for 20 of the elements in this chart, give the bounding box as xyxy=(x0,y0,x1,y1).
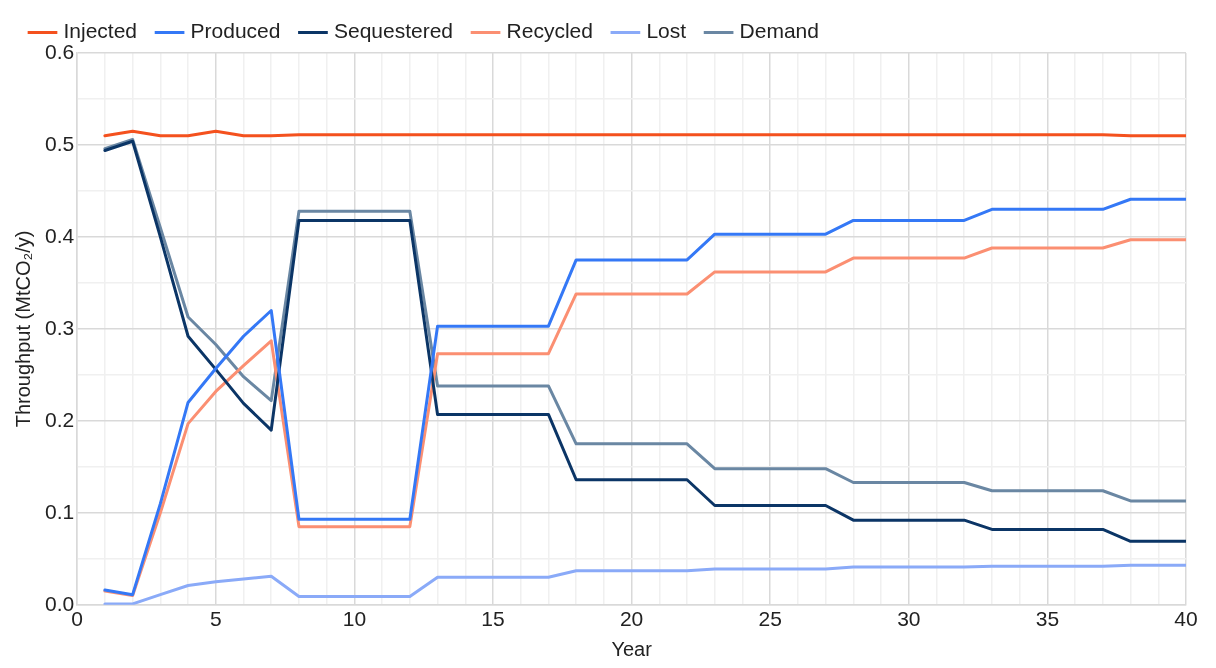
y-tick-label: 0.5 xyxy=(44,131,75,155)
y-tick-label: 0.1 xyxy=(44,499,75,523)
x-tick-label: 15 xyxy=(481,607,505,631)
legend-label: Lost xyxy=(646,19,687,43)
legend-label: Demand xyxy=(739,19,819,43)
y-tick-label: 0.3 xyxy=(44,315,75,339)
x-tick-label: 30 xyxy=(897,607,921,631)
y-axis-title: Throughput (MtCO₂/y) xyxy=(11,230,34,428)
y-tick-label: 0.4 xyxy=(44,223,75,247)
x-tick-label: 20 xyxy=(619,607,644,631)
legend-label: Recycled xyxy=(506,19,593,43)
x-tick-label: 25 xyxy=(758,607,782,631)
x-tick-label: 5 xyxy=(209,607,222,631)
x-tick-label: 40 xyxy=(1174,607,1198,631)
x-tick-label: 35 xyxy=(1035,607,1060,631)
x-tick-label: 10 xyxy=(342,607,367,631)
legend-label: Produced xyxy=(190,19,281,43)
y-tick-label: 0.2 xyxy=(44,407,75,431)
x-axis-title: Year xyxy=(611,637,653,660)
legend-label: Sequestered xyxy=(333,19,454,43)
